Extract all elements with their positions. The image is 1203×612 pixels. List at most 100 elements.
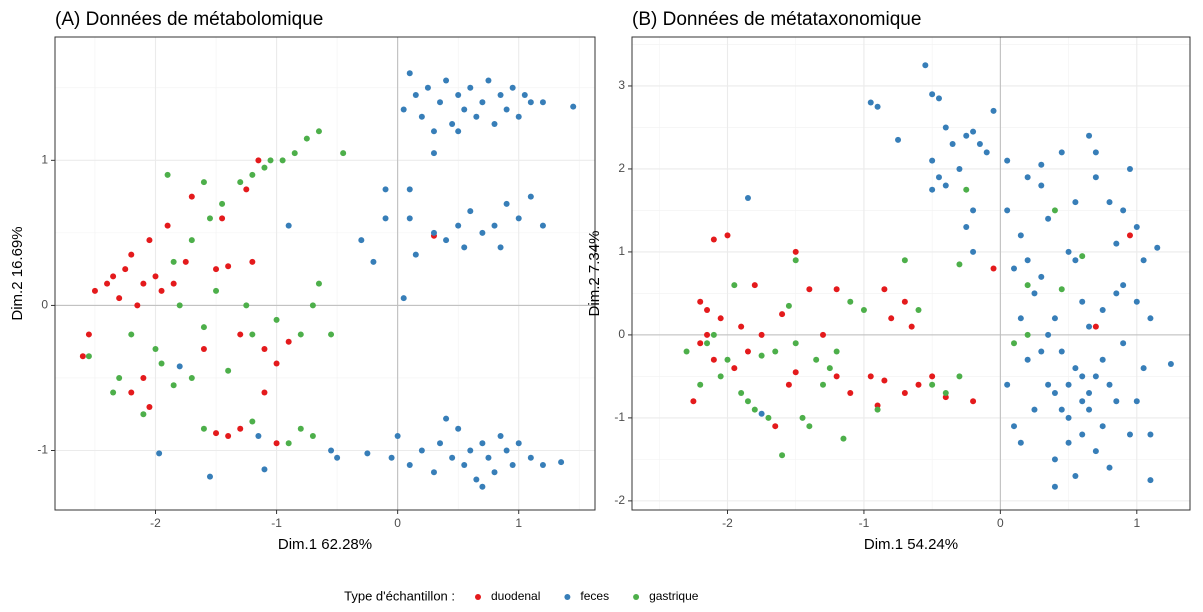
point xyxy=(1099,356,1106,363)
point xyxy=(297,425,304,432)
point xyxy=(779,452,786,459)
point xyxy=(1133,398,1140,405)
point xyxy=(1099,307,1106,314)
point xyxy=(273,360,280,367)
point xyxy=(1072,199,1079,206)
legend-marker xyxy=(564,594,571,600)
x-axis-label: Dim.1 62.28% xyxy=(278,536,372,553)
point xyxy=(1092,448,1099,455)
point xyxy=(158,287,165,294)
point xyxy=(315,128,322,135)
point xyxy=(467,208,474,215)
point xyxy=(1140,257,1147,264)
point xyxy=(1045,215,1052,222)
point xyxy=(717,315,724,322)
point xyxy=(437,99,444,106)
point xyxy=(188,237,195,244)
point xyxy=(867,99,874,106)
point xyxy=(731,282,738,289)
point xyxy=(942,124,949,131)
point xyxy=(1038,348,1045,355)
point xyxy=(249,171,256,178)
point xyxy=(785,302,792,309)
point xyxy=(539,222,546,229)
point xyxy=(219,215,226,222)
point xyxy=(970,128,977,135)
y-tick-label: 1 xyxy=(41,153,48,167)
point xyxy=(527,454,534,461)
point xyxy=(1004,207,1011,214)
point xyxy=(225,367,232,374)
point xyxy=(158,360,165,367)
point xyxy=(1106,199,1113,206)
point xyxy=(200,345,207,352)
point xyxy=(285,222,292,229)
point xyxy=(497,92,504,99)
point xyxy=(942,394,949,401)
point xyxy=(895,136,902,143)
point xyxy=(382,186,389,193)
point xyxy=(901,257,908,264)
point xyxy=(364,450,371,457)
point xyxy=(430,469,437,476)
point xyxy=(455,425,462,432)
point xyxy=(249,418,256,425)
point xyxy=(176,363,183,370)
legend-label: feces xyxy=(580,589,609,603)
point xyxy=(1086,406,1093,413)
point xyxy=(479,229,486,236)
point xyxy=(833,286,840,293)
point xyxy=(929,381,936,388)
point xyxy=(744,194,751,201)
point xyxy=(717,373,724,380)
point xyxy=(430,150,437,157)
point xyxy=(963,224,970,231)
point xyxy=(406,215,413,222)
point xyxy=(182,258,189,265)
point xyxy=(1065,414,1072,421)
point xyxy=(497,244,504,251)
point xyxy=(225,433,232,440)
point xyxy=(1051,207,1058,214)
point xyxy=(1051,483,1058,490)
point xyxy=(243,186,250,193)
point xyxy=(840,435,847,442)
point xyxy=(85,353,92,360)
point xyxy=(724,232,731,239)
point xyxy=(833,373,840,380)
point xyxy=(1079,373,1086,380)
point xyxy=(826,365,833,372)
point xyxy=(443,77,450,84)
point xyxy=(255,433,262,440)
point xyxy=(170,382,177,389)
point xyxy=(249,331,256,338)
point xyxy=(455,128,462,135)
point xyxy=(792,369,799,376)
point xyxy=(400,106,407,113)
point xyxy=(751,406,758,413)
point xyxy=(1147,315,1154,322)
point xyxy=(188,193,195,200)
point xyxy=(473,476,480,483)
point xyxy=(1051,315,1058,322)
point xyxy=(772,423,779,430)
point xyxy=(479,440,486,447)
point xyxy=(1024,257,1031,264)
x-tick-label: -2 xyxy=(150,516,161,530)
point xyxy=(225,263,232,270)
point xyxy=(1079,253,1086,260)
point xyxy=(412,251,419,258)
point xyxy=(128,389,135,396)
point xyxy=(334,454,341,461)
point xyxy=(291,150,298,157)
point xyxy=(929,157,936,164)
point xyxy=(1045,381,1052,388)
point xyxy=(491,121,498,128)
x-axis-label: Dim.1 54.24% xyxy=(864,536,958,553)
legend-marker xyxy=(475,594,481,600)
point xyxy=(1079,298,1086,305)
point xyxy=(176,302,183,309)
point xyxy=(970,398,977,405)
point xyxy=(461,462,468,469)
